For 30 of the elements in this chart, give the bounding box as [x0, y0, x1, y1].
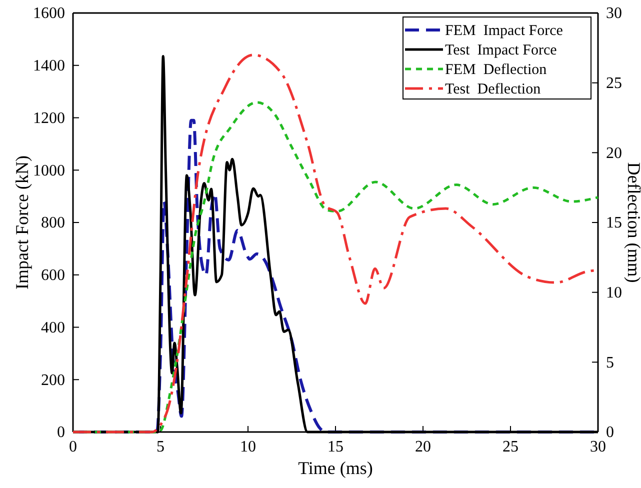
- y2-tick-label: 25: [606, 74, 622, 92]
- y-tick-label: 1000: [33, 162, 65, 180]
- y-tick-label: 1200: [33, 110, 65, 127]
- y2-tick-label: 0: [606, 424, 614, 442]
- y2-tick-label: 30: [606, 5, 622, 22]
- y2-tick-label: 10: [606, 284, 622, 302]
- y2-tick-label: 15: [606, 214, 622, 232]
- y-tick-label: 1400: [33, 57, 65, 74]
- y2-tick-label: 20: [606, 144, 622, 162]
- y2-axis-title: Deflection (mm): [624, 162, 641, 283]
- legend-label: Test Deflection: [445, 82, 542, 98]
- x-axis-title: Time (ms): [298, 458, 373, 478]
- legend-label: Test Impact Force: [445, 42, 558, 58]
- legend-label: FEM Impact Force: [445, 23, 564, 39]
- x-tick-label: 5: [156, 438, 164, 456]
- y-tick-label: 400: [41, 319, 65, 336]
- y-tick-label: 0: [57, 424, 65, 442]
- y-axis-title: Impact Force (kN): [12, 156, 32, 290]
- y-tick-label: 600: [41, 266, 65, 284]
- y-tick-label: 200: [41, 372, 65, 389]
- x-tick-label: 25: [502, 438, 518, 456]
- x-tick-label: 30: [590, 438, 606, 456]
- x-tick-label: 20: [415, 438, 431, 456]
- y-tick-label: 1600: [33, 5, 65, 22]
- y-tick-label: 800: [41, 214, 65, 232]
- x-tick-label: 15: [328, 438, 344, 456]
- x-tick-label: 10: [240, 438, 256, 456]
- legend-label: FEM Deflection: [445, 62, 548, 78]
- y2-tick-label: 5: [606, 354, 614, 372]
- x-tick-label: 0: [69, 438, 77, 456]
